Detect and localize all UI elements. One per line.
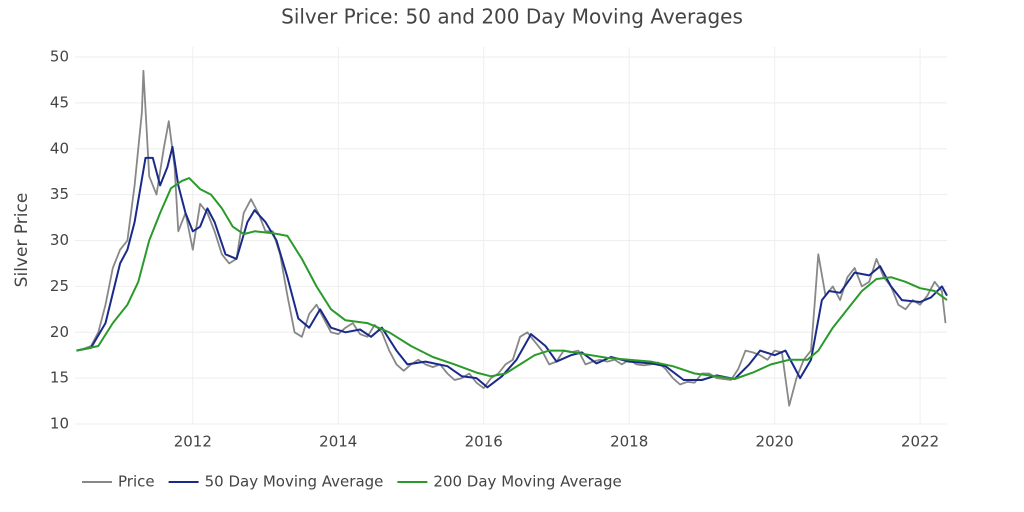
series-line [76, 69, 947, 407]
y-tick-label: 10 [50, 415, 69, 433]
y-tick-label: 35 [50, 185, 69, 203]
y-tick-label: 15 [50, 369, 69, 387]
chart-title: Silver Price: 50 and 200 Day Moving Aver… [281, 5, 743, 29]
series-line [76, 177, 948, 380]
legend-label: 50 Day Moving Average [205, 473, 384, 491]
x-tick-label: 2014 [319, 433, 357, 451]
legend-label: 200 Day Moving Average [433, 473, 621, 491]
legend-label: Price [118, 473, 155, 491]
y-axis-label: Silver Price [12, 193, 32, 288]
y-tick-label: 30 [50, 231, 69, 249]
x-tick-label: 2022 [901, 433, 939, 451]
y-tick-label: 20 [50, 323, 69, 341]
x-tick-label: 2016 [465, 433, 503, 451]
y-tick-label: 25 [50, 277, 69, 295]
x-tick-label: 2018 [610, 433, 648, 451]
series-line [76, 145, 948, 389]
x-tick-label: 2012 [174, 433, 212, 451]
y-tick-label: 40 [50, 139, 69, 157]
y-tick-label: 50 [50, 48, 69, 66]
y-tick-label: 45 [50, 93, 69, 111]
x-tick-label: 2020 [756, 433, 794, 451]
